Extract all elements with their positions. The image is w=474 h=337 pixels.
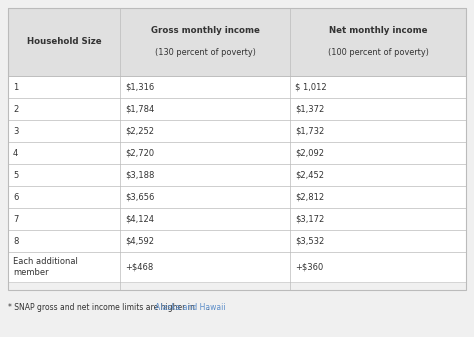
Text: Household Size: Household Size bbox=[27, 37, 101, 47]
Bar bbox=[8, 208, 466, 230]
Text: $1,784: $1,784 bbox=[125, 104, 154, 114]
Text: 7: 7 bbox=[13, 214, 18, 223]
Text: $1,372: $1,372 bbox=[295, 104, 324, 114]
Text: (130 percent of poverty): (130 percent of poverty) bbox=[155, 49, 255, 57]
Bar bbox=[8, 8, 466, 290]
Text: $2,812: $2,812 bbox=[295, 192, 324, 202]
Text: $2,092: $2,092 bbox=[295, 149, 324, 157]
Text: * SNAP gross and net income limits are higher in: * SNAP gross and net income limits are h… bbox=[8, 304, 197, 312]
Text: 4: 4 bbox=[13, 149, 18, 157]
Text: member: member bbox=[13, 268, 49, 277]
Bar bbox=[8, 186, 466, 208]
Text: 2: 2 bbox=[13, 104, 18, 114]
Text: $ 1,012: $ 1,012 bbox=[295, 83, 327, 92]
Text: $1,316: $1,316 bbox=[125, 83, 154, 92]
Bar bbox=[8, 98, 466, 120]
Bar bbox=[8, 76, 466, 98]
Text: $2,252: $2,252 bbox=[125, 126, 154, 135]
Text: Net monthly income: Net monthly income bbox=[329, 26, 427, 35]
Text: 5: 5 bbox=[13, 171, 18, 180]
Text: $1,732: $1,732 bbox=[295, 126, 324, 135]
Bar bbox=[8, 252, 466, 282]
Text: Alaska and Hawaii: Alaska and Hawaii bbox=[155, 304, 226, 312]
Text: 6: 6 bbox=[13, 192, 18, 202]
Text: $3,172: $3,172 bbox=[295, 214, 324, 223]
Text: $3,656: $3,656 bbox=[125, 192, 155, 202]
Text: Each additional: Each additional bbox=[13, 257, 78, 266]
Text: Gross monthly income: Gross monthly income bbox=[151, 26, 259, 35]
Text: $3,532: $3,532 bbox=[295, 237, 324, 245]
Bar bbox=[8, 120, 466, 142]
Text: 1: 1 bbox=[13, 83, 18, 92]
Bar bbox=[8, 164, 466, 186]
Text: $4,592: $4,592 bbox=[125, 237, 154, 245]
Bar bbox=[8, 142, 466, 164]
Text: (100 percent of poverty): (100 percent of poverty) bbox=[328, 49, 428, 57]
Text: +$468: +$468 bbox=[125, 263, 153, 272]
Text: .: . bbox=[206, 304, 209, 312]
Text: 3: 3 bbox=[13, 126, 18, 135]
Text: $2,452: $2,452 bbox=[295, 171, 324, 180]
Bar bbox=[8, 8, 466, 76]
Text: $4,124: $4,124 bbox=[125, 214, 154, 223]
Text: +$360: +$360 bbox=[295, 263, 323, 272]
Bar bbox=[8, 230, 466, 252]
Text: $2,720: $2,720 bbox=[125, 149, 154, 157]
Text: $3,188: $3,188 bbox=[125, 171, 155, 180]
Text: 8: 8 bbox=[13, 237, 18, 245]
